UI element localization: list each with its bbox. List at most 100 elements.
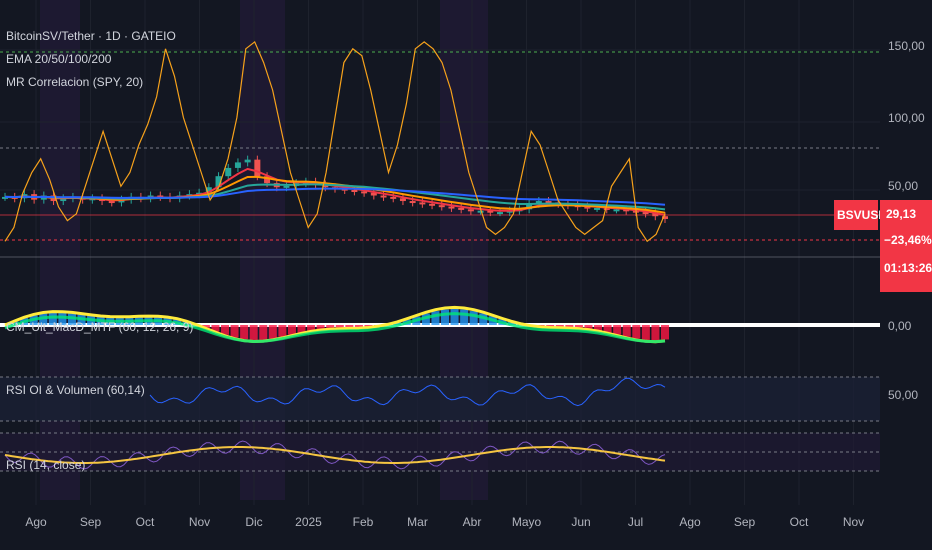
candle-body[interactable] bbox=[584, 206, 591, 209]
candle-body[interactable] bbox=[613, 209, 620, 212]
macd-histogram-bar[interactable] bbox=[651, 325, 660, 341]
candle-body[interactable] bbox=[225, 167, 232, 177]
macd-histogram-bar[interactable] bbox=[574, 325, 583, 329]
macd-histogram-bar[interactable] bbox=[479, 313, 488, 325]
candle-body[interactable] bbox=[662, 216, 668, 219]
macd-histogram-bar[interactable] bbox=[469, 311, 478, 325]
candle-body[interactable] bbox=[545, 201, 552, 204]
macd-histogram-bar[interactable] bbox=[393, 322, 402, 325]
candle-body[interactable] bbox=[322, 184, 329, 188]
candle-body[interactable] bbox=[419, 202, 426, 205]
price-axis[interactable]: 150,00 100,00 50,00 0,00 50,00 bbox=[888, 39, 925, 402]
candle-body[interactable] bbox=[215, 176, 222, 188]
candle-body[interactable] bbox=[361, 191, 368, 194]
candle-body[interactable] bbox=[264, 176, 271, 184]
macd-histogram-bar[interactable] bbox=[316, 325, 325, 330]
macd-histogram-bar[interactable] bbox=[268, 325, 277, 339]
macd-histogram-bar[interactable] bbox=[287, 325, 296, 335]
macd-histogram-bar[interactable] bbox=[221, 325, 229, 335]
macd-histogram-bar[interactable] bbox=[278, 325, 287, 337]
rsi-oi-pane[interactable] bbox=[0, 376, 880, 422]
macd-histogram-bar[interactable] bbox=[613, 325, 622, 335]
rsi-oi-line[interactable] bbox=[149, 377, 666, 407]
macd-histogram-bar[interactable] bbox=[584, 325, 593, 330]
macd-histogram-bar[interactable] bbox=[307, 325, 316, 331]
macd-histogram-bar[interactable] bbox=[632, 325, 641, 339]
price-badge[interactable]: 29,13 −23,46% 01:13:26 bbox=[880, 200, 932, 292]
macd-histogram-bar[interactable] bbox=[565, 325, 574, 328]
macd-histogram-bar[interactable] bbox=[507, 321, 516, 325]
candle-body[interactable] bbox=[370, 192, 377, 196]
macd-histogram-bar[interactable] bbox=[661, 325, 669, 340]
candle-body[interactable] bbox=[244, 159, 251, 163]
candle-body[interactable] bbox=[497, 212, 503, 215]
rsi-pane[interactable] bbox=[0, 432, 880, 472]
candle-body[interactable] bbox=[535, 201, 542, 204]
candle-body[interactable] bbox=[409, 201, 416, 204]
macd-signal-line[interactable] bbox=[4, 312, 666, 344]
legend-ema[interactable]: EMA 20/50/100/200 bbox=[6, 52, 112, 66]
legend-rsi[interactable]: RSI (14, close) bbox=[6, 458, 85, 472]
candle-body[interactable] bbox=[399, 198, 406, 202]
macd-histogram-bar[interactable] bbox=[48, 312, 57, 325]
macd-histogram-bar[interactable] bbox=[460, 309, 469, 325]
macd-histogram-bar[interactable] bbox=[259, 325, 268, 340]
macd-histogram-bar[interactable] bbox=[201, 325, 210, 329]
candle-body[interactable] bbox=[594, 207, 601, 210]
ema-200-line[interactable] bbox=[4, 187, 666, 206]
macd-pane[interactable] bbox=[0, 305, 880, 344]
price-pane[interactable] bbox=[2, 40, 668, 243]
macd-histogram-bar[interactable] bbox=[450, 309, 459, 325]
macd-histogram-bar[interactable] bbox=[555, 325, 564, 328]
candle-body[interactable] bbox=[448, 206, 455, 209]
macd-histogram-bar[interactable] bbox=[641, 325, 650, 340]
macd-histogram-bar[interactable] bbox=[441, 309, 449, 325]
candle-body[interactable] bbox=[380, 195, 387, 198]
candle-body[interactable] bbox=[254, 159, 261, 177]
candle-body[interactable] bbox=[458, 207, 465, 210]
time-axis[interactable]: Ago Sep Oct Nov Dic 2025 Feb Mar Abr Mayo Jun Jul Ag… bbox=[25, 515, 864, 529]
macd-histogram-bar[interactable] bbox=[594, 325, 603, 331]
legend-macd[interactable]: CM_Ult_MacD_MTF (60, 12, 26, 9) bbox=[6, 320, 193, 334]
candle-body[interactable] bbox=[467, 209, 474, 212]
rsi-line[interactable] bbox=[4, 440, 666, 470]
candle-body[interactable] bbox=[429, 203, 436, 206]
macd-histogram-bar[interactable] bbox=[431, 311, 440, 325]
macd-histogram-bar[interactable] bbox=[354, 325, 363, 328]
macd-histogram-bar[interactable] bbox=[297, 325, 306, 333]
macd-histogram-bar[interactable] bbox=[622, 325, 631, 337]
macd-histogram-bar[interactable] bbox=[249, 325, 258, 340]
macd-histogram-bar[interactable] bbox=[240, 325, 249, 340]
rsi-ma-line[interactable] bbox=[4, 446, 666, 464]
candle-body[interactable] bbox=[60, 198, 67, 202]
candle-body[interactable] bbox=[283, 185, 290, 188]
legend-correlation[interactable]: MR Correlacion (SPY, 20) bbox=[6, 75, 143, 89]
macd-histogram-bar[interactable] bbox=[603, 325, 612, 333]
candle-body[interactable] bbox=[205, 187, 212, 193]
candle-body[interactable] bbox=[234, 162, 241, 168]
macd-histogram-bar[interactable] bbox=[421, 313, 430, 325]
candle-body[interactable] bbox=[623, 209, 630, 212]
candle-body[interactable] bbox=[652, 213, 659, 217]
candle-body[interactable] bbox=[603, 207, 610, 210]
candle-body[interactable] bbox=[526, 203, 533, 210]
macd-line[interactable] bbox=[4, 305, 666, 344]
macd-histogram-bar[interactable] bbox=[211, 325, 220, 332]
macd-histogram-bar[interactable] bbox=[326, 325, 335, 329]
candle-body[interactable] bbox=[438, 205, 445, 208]
candle-body[interactable] bbox=[642, 212, 649, 215]
macd-histogram-bar[interactable] bbox=[182, 321, 191, 325]
macd-histogram-bar[interactable] bbox=[58, 312, 67, 325]
candle-body[interactable] bbox=[108, 201, 115, 204]
macd-histogram-bar[interactable] bbox=[230, 325, 239, 338]
macd-histogram-bar[interactable] bbox=[345, 325, 354, 329]
candle-body[interactable] bbox=[477, 210, 484, 213]
candle-body[interactable] bbox=[487, 210, 494, 213]
legend-rsi-oi[interactable]: RSI OI & Volumen (60,14) bbox=[6, 383, 145, 397]
correlation-line[interactable] bbox=[4, 40, 666, 243]
candle-body[interactable] bbox=[390, 196, 397, 199]
candle-body[interactable] bbox=[351, 190, 358, 192]
macd-histogram-bar[interactable] bbox=[67, 313, 76, 325]
macd-histogram-bar[interactable] bbox=[335, 325, 344, 329]
